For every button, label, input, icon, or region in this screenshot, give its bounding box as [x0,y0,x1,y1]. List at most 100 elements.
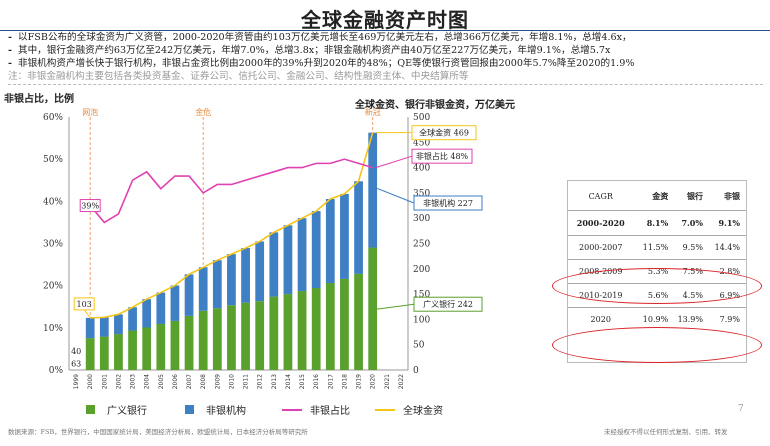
bar-bank [255,301,265,370]
x-tick-label: 2021 [384,374,391,389]
bar-bank [85,338,95,370]
left-tick-label: 20% [43,282,63,292]
cagr-cell: 7.9% [702,307,746,331]
cagr-header: CAGR [588,192,613,201]
legend-item: 全球金资 [375,402,443,417]
right-tick-label: 50 [413,341,425,351]
left-tick-label: 0% [49,366,64,376]
x-tick-label: 2011 [243,374,250,389]
bar-bank [142,327,152,370]
cagr-row: 2020 10.9% 13.9% 7.9% [568,307,746,331]
end-label-total: 全球金资 469 [419,128,469,138]
cagr-cell: 13.9% [668,307,703,331]
bar-nonbank [340,193,349,279]
bar-nonbank [325,198,335,283]
end-label-nonbank-leader [375,187,415,204]
cagr-cell: 9.1% [702,210,746,236]
summary-bullets: - 以FSB公布的全球金资为广义资管，2000-2020年资管由约103万亿美元增… [8,31,763,83]
bar-bank [227,305,236,370]
right-tick-label: 250 [413,240,430,250]
x-tick-label: 2007 [186,374,193,389]
bar-bank [354,273,363,370]
legend-item: 非银机构 [185,402,246,417]
x-tick-label: 2013 [271,374,278,389]
right-axis-title: 全球金资、银行非银金资，万亿美元 [355,100,515,111]
x-tick-label: 2012 [257,374,264,389]
right-tick-label: 400 [413,164,430,174]
bar-bank [269,296,279,370]
start-label-bank: 63 [71,359,81,368]
cagr-row: 2000-2020 8.1% 7.0% 9.1% [568,210,746,236]
x-tick-label: 2022 [398,374,405,389]
x-tick-label: 2016 [313,374,320,389]
cagr-header: 银行 [686,191,703,201]
x-tick-label: 2008 [200,374,207,389]
bar-nonbank [255,241,265,302]
right-tick-label: 150 [413,290,430,300]
event-label: 金危 [195,107,211,117]
bullet-3-text: 非银机构资产增长快于银行机构，非银占金资比例由2000年的39%升到2020年的… [18,58,635,69]
bar-bank [212,308,222,370]
legend-item: 广义银行 [86,402,147,417]
bar-nonbank [142,299,152,328]
start-label-ratio-box [79,199,101,213]
x-tick-label: 2004 [144,374,151,389]
right-tick-label: 200 [413,265,430,275]
line-nonbank-ratio [89,158,373,224]
bar-nonbank [283,225,293,295]
title-divider [0,30,770,31]
x-tick-label: 2018 [341,374,348,389]
bar-bank [283,294,293,370]
bullet-note: 注：非银金融机构主要包括各类投资基金、证券公司、信托公司、金融公司、结构性融资主… [8,71,469,82]
end-label-bank-leader [375,303,415,310]
bar-bank [241,302,250,370]
x-tick-label: 2015 [299,374,306,389]
end-label-bank-box [413,296,483,312]
end-label-nonbank-box [413,195,483,211]
x-tick-label: 2009 [214,374,221,389]
x-tick-label: 2001 [101,374,108,389]
bar-nonbank [354,181,363,274]
bar-bank [325,282,335,370]
line-total-assets [90,132,374,319]
bar-nonbank [85,317,95,339]
bar-bank [340,278,349,370]
cagr-cell: 9.5% [668,235,703,260]
cagr-cell: 2000-2020 [568,210,634,236]
source-footer: 数据来源：FSB，世界银行，中国国家统计局，美国经济分析局，欧盟统计局，日本经济… [8,428,308,436]
event-label: 网泡 [82,107,98,117]
left-axis-title: 非银占比，比例 [4,94,74,105]
x-tick-label: 2000 [87,374,94,389]
left-tick-label: 50% [43,155,63,165]
bar-bank [114,334,123,370]
legend-item: 非银占比 [282,402,350,417]
end-label-ratio-box [411,148,473,164]
start-label-nonbank: 40 [71,347,81,356]
highlight-ellipse-2008 [552,268,762,304]
end-label-total-box [411,125,477,141]
bar-nonbank [269,232,279,297]
bar-bank [170,320,180,370]
legend-swatch [185,405,194,414]
bullet-2-text: 其中，银行金融资产约63万亿至242万亿美元，年增7.0%，总增3.8x；非银金… [18,45,611,56]
bar-bank [128,330,137,370]
left-tick-label: 10% [43,324,63,334]
bar-nonbank [99,317,109,337]
bullet-1: - 以FSB公布的全球金资为广义资管，2000-2020年资管由约103万亿美元增… [8,32,632,43]
x-tick-label: 1999 [73,374,80,389]
x-tick-label: 2006 [172,374,179,389]
legend-label: 非银机构 [206,406,246,417]
start-label-total: 103 [77,300,92,309]
cagr-header: 金资 [652,191,669,201]
x-tick-label: 2020 [370,374,377,389]
cagr-cell: 2000-2007 [568,235,634,260]
bar-nonbank [184,274,194,316]
right-tick-label: 450 [413,138,430,148]
page-title: 全球金融资产时图 [301,8,469,32]
right-tick-label: 500 [413,113,430,123]
bar-bank [184,315,194,370]
right-tick-label: 100 [413,315,430,325]
bullet-1-text: 以FSB公布的全球金资为广义资管，2000-2020年资管由约103万亿美元增长… [18,32,632,43]
bar-bank [99,336,109,370]
